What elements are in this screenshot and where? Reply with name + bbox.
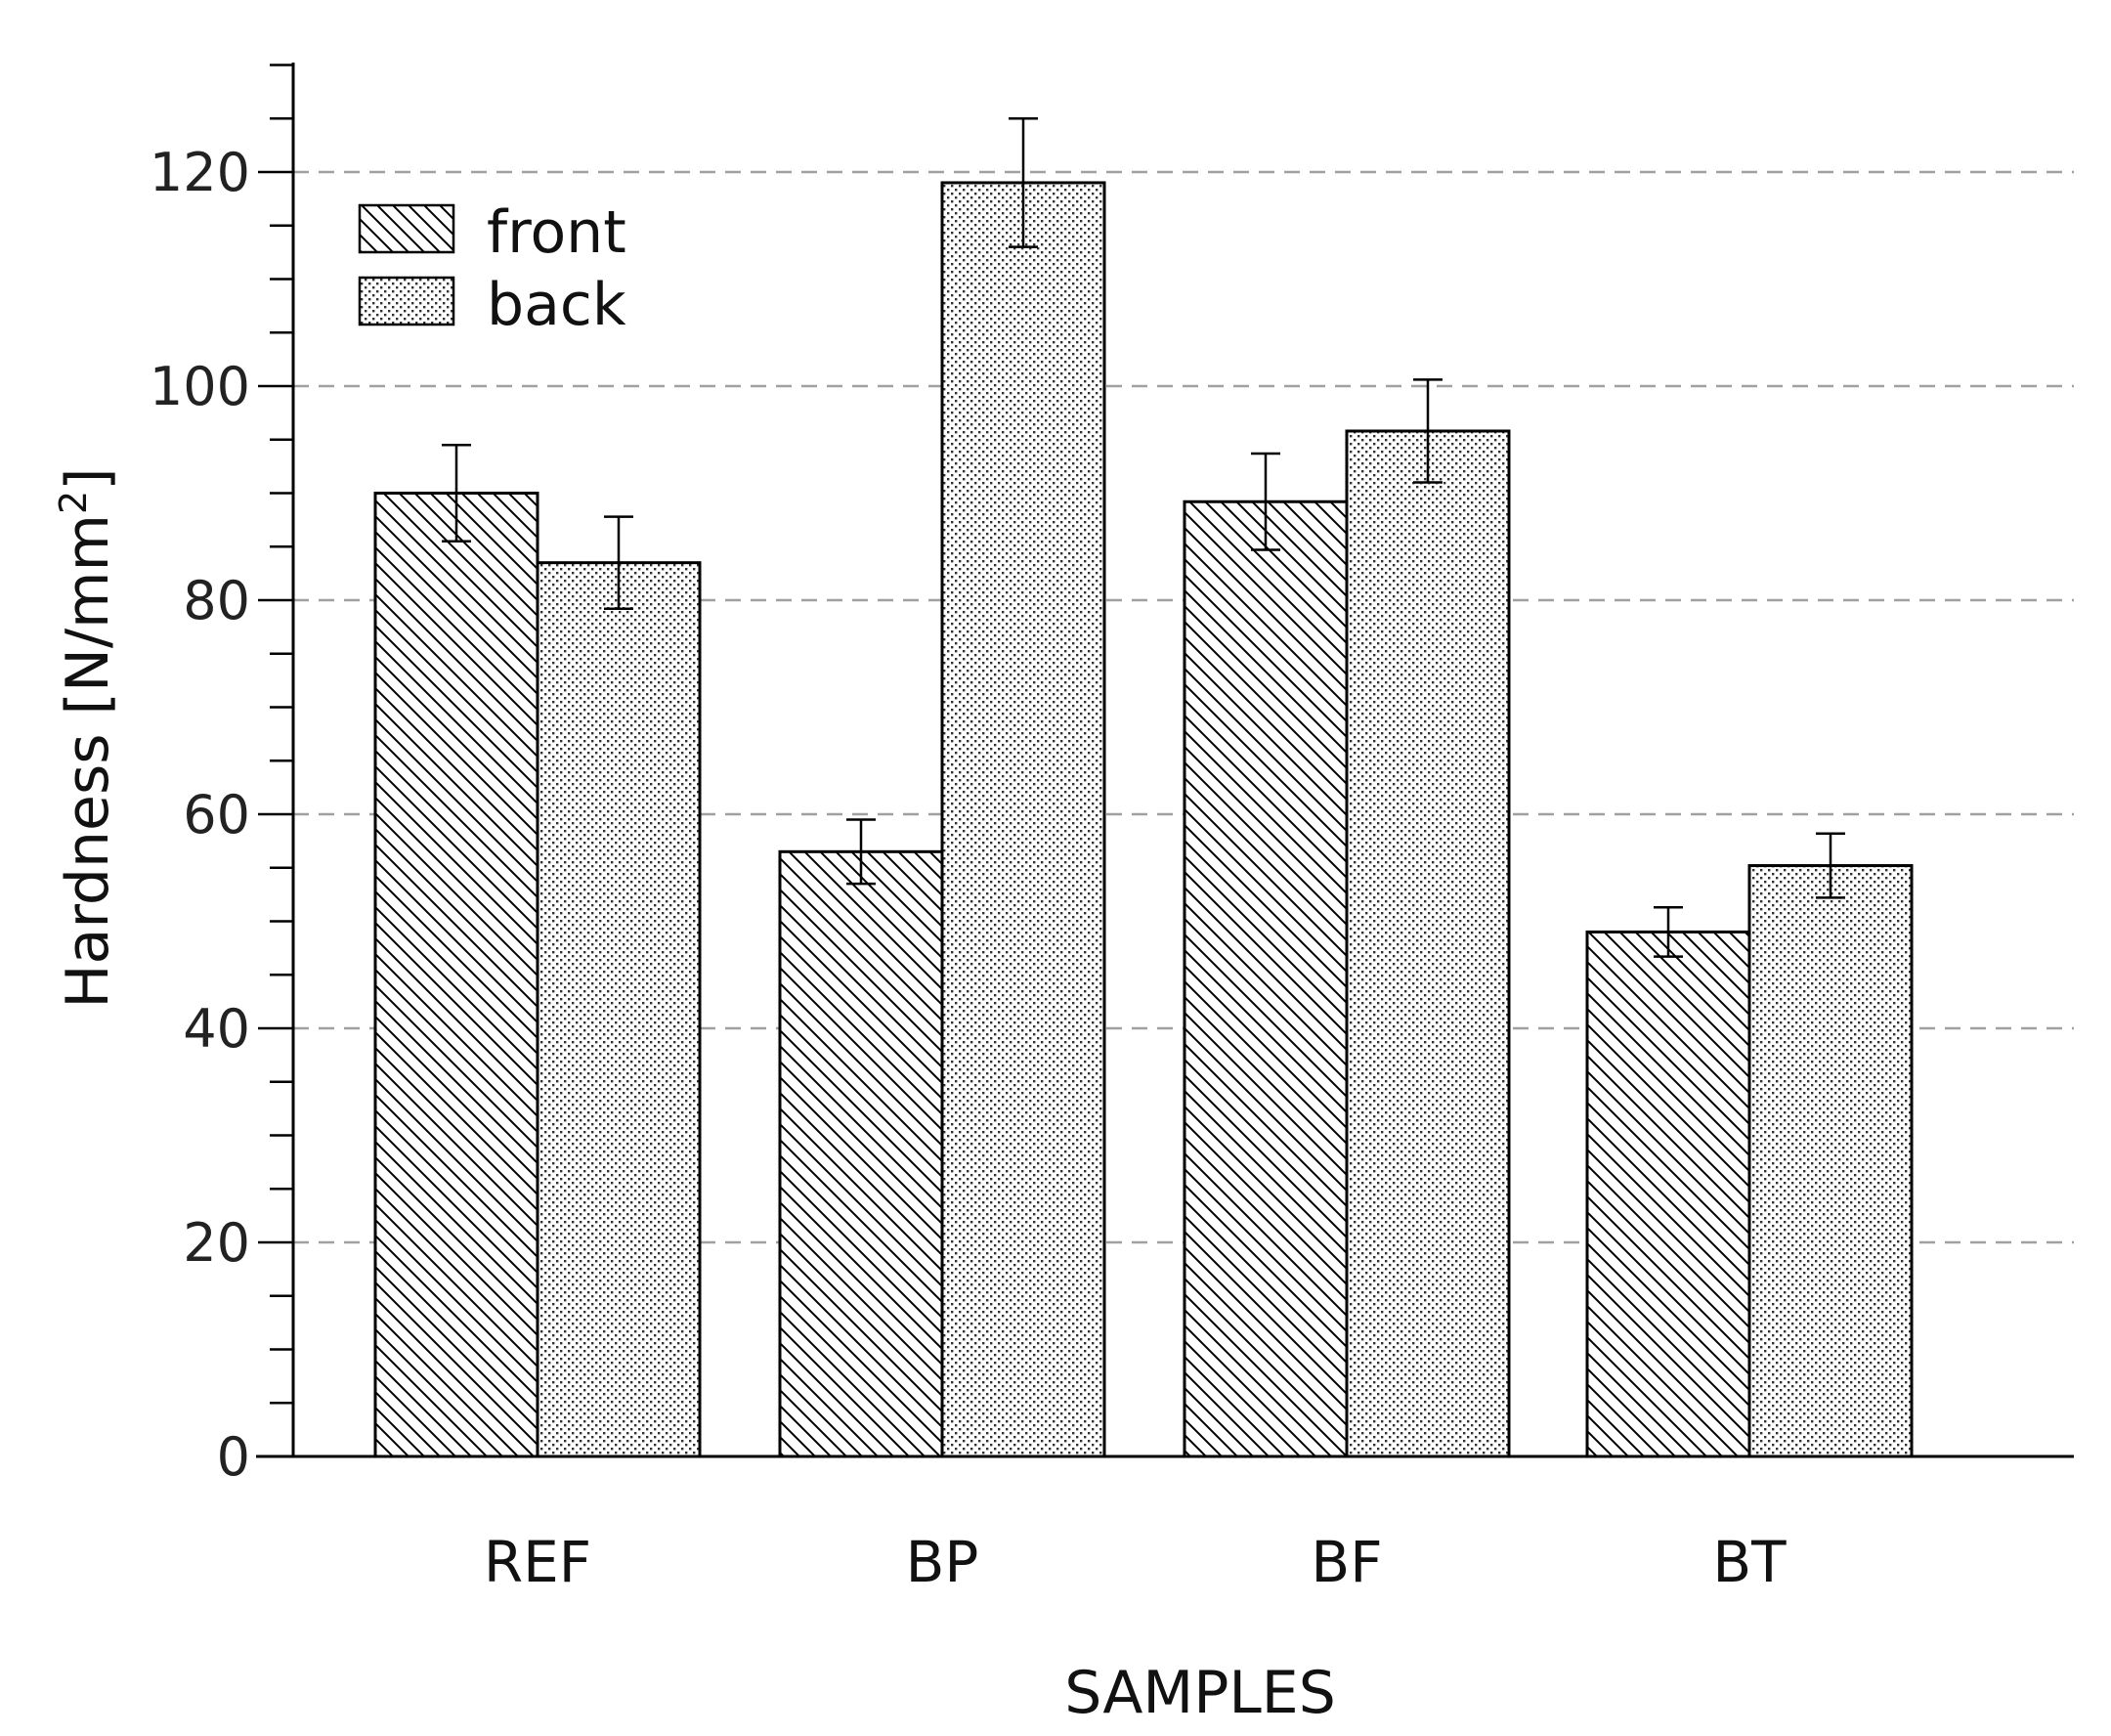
bar-front-bf	[1183, 499, 1349, 1458]
y-tick-label-60: 60	[183, 784, 250, 846]
y-axis-title-superscript: 2	[52, 491, 95, 514]
y-axis-title-main: Hardness [N/mm	[54, 514, 122, 1009]
bars	[373, 181, 1914, 1458]
legend-label-back: back	[487, 271, 626, 339]
y-tick-label-0: 0	[217, 1426, 250, 1488]
bar-front-bp	[778, 849, 944, 1458]
y-axis-title-close: ]	[54, 467, 122, 490]
legend: front back	[358, 198, 626, 339]
category-label-ref: REF	[484, 1529, 591, 1595]
y-tick-label-40: 40	[183, 998, 250, 1060]
error-bars	[442, 117, 1845, 958]
legend-swatch-back	[358, 276, 455, 326]
category-label-bf: BF	[1311, 1529, 1382, 1595]
legend-label-front: front	[487, 198, 626, 267]
legend-swatch-front	[358, 203, 455, 254]
y-tick-label-20: 20	[183, 1212, 250, 1274]
category-label-bt: BT	[1712, 1529, 1787, 1595]
category-label-bp: BP	[906, 1529, 979, 1595]
y-tick-label-120: 120	[150, 142, 250, 203]
bar-front-bt	[1585, 930, 1751, 1458]
y-axis-title: Hardness [N/mm2]	[52, 467, 122, 1008]
bar-back-bf	[1345, 429, 1511, 1458]
y-tick-label-80: 80	[183, 570, 250, 631]
bar-back-bt	[1747, 864, 1914, 1458]
bar-back-bp	[940, 181, 1106, 1458]
y-axis: 0 20 40 60 80 100 120	[150, 63, 295, 1488]
bar-back-ref	[536, 561, 702, 1458]
y-tick-label-100: 100	[150, 356, 250, 417]
category-labels: REF BP BF BT	[484, 1529, 1787, 1595]
x-axis-title: SAMPLES	[1064, 1659, 1336, 1727]
bar-front-ref	[373, 492, 539, 1458]
